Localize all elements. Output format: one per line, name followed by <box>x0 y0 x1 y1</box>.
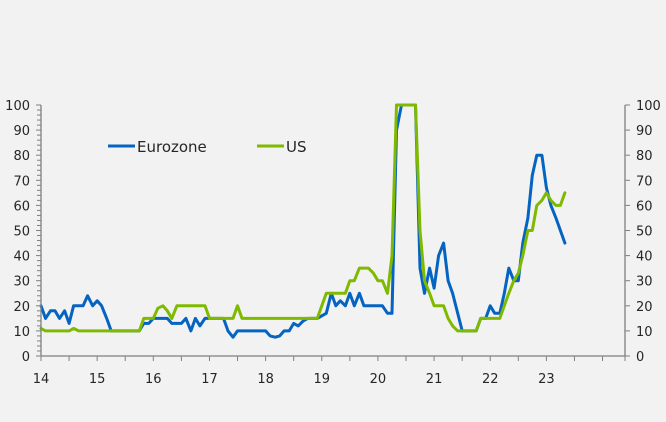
x-tick-label: 15 <box>89 372 106 387</box>
x-tick-label: 22 <box>482 372 499 387</box>
left-y-tick-label: 60 <box>13 199 30 214</box>
right-y-tick-label: 30 <box>636 275 653 290</box>
x-tick-label: 23 <box>538 372 555 387</box>
right-y-tick-label: 100 <box>636 99 661 114</box>
right-y-tick-label: 20 <box>636 300 653 315</box>
left-y-tick-label: 70 <box>13 174 30 189</box>
x-tick-label: 14 <box>33 372 50 387</box>
right-y-tick-label: 70 <box>636 174 653 189</box>
axes-layer: 0 0 10 10 20 20 30 30 40 40 50 50 60 60 70 70 80 80 90 90 10… <box>5 99 661 387</box>
right-y-tick-label: 50 <box>636 225 653 240</box>
left-y-tick-label: 90 <box>13 124 30 139</box>
left-y-tick-label: 50 <box>13 225 30 240</box>
left-y-tick-label: 0 <box>22 350 30 365</box>
series-layer <box>39 103 567 339</box>
legend: Eurozone US <box>108 138 307 156</box>
x-tick-label: 20 <box>370 372 387 387</box>
left-y-tick-label: 10 <box>13 325 30 340</box>
right-y-tick-label: 90 <box>636 124 653 139</box>
axis-ticks: 0 0 10 10 20 20 30 30 40 40 50 50 60 60 70 70 80 80 90 90 10… <box>5 99 661 387</box>
x-tick-label: 17 <box>201 372 218 387</box>
left-y-tick-label: 40 <box>13 250 30 265</box>
right-y-tick-label: 80 <box>636 149 653 164</box>
left-y-tick-label: 80 <box>13 149 30 164</box>
left-y-tick-label: 30 <box>13 275 30 290</box>
legend-label-eurozone: Eurozone <box>137 138 207 156</box>
x-tick-label: 16 <box>145 372 162 387</box>
right-y-tick-label: 60 <box>636 199 653 214</box>
x-tick-label: 18 <box>257 372 274 387</box>
right-y-tick-label: 0 <box>636 350 644 365</box>
right-y-tick-label: 40 <box>636 250 653 265</box>
left-y-tick-label: 100 <box>5 99 30 114</box>
legend-label-us: US <box>286 138 307 156</box>
right-y-tick-label: 10 <box>636 325 653 340</box>
x-tick-label: 21 <box>426 372 443 387</box>
x-tick-label: 19 <box>313 372 330 387</box>
left-y-tick-label: 20 <box>13 300 30 315</box>
